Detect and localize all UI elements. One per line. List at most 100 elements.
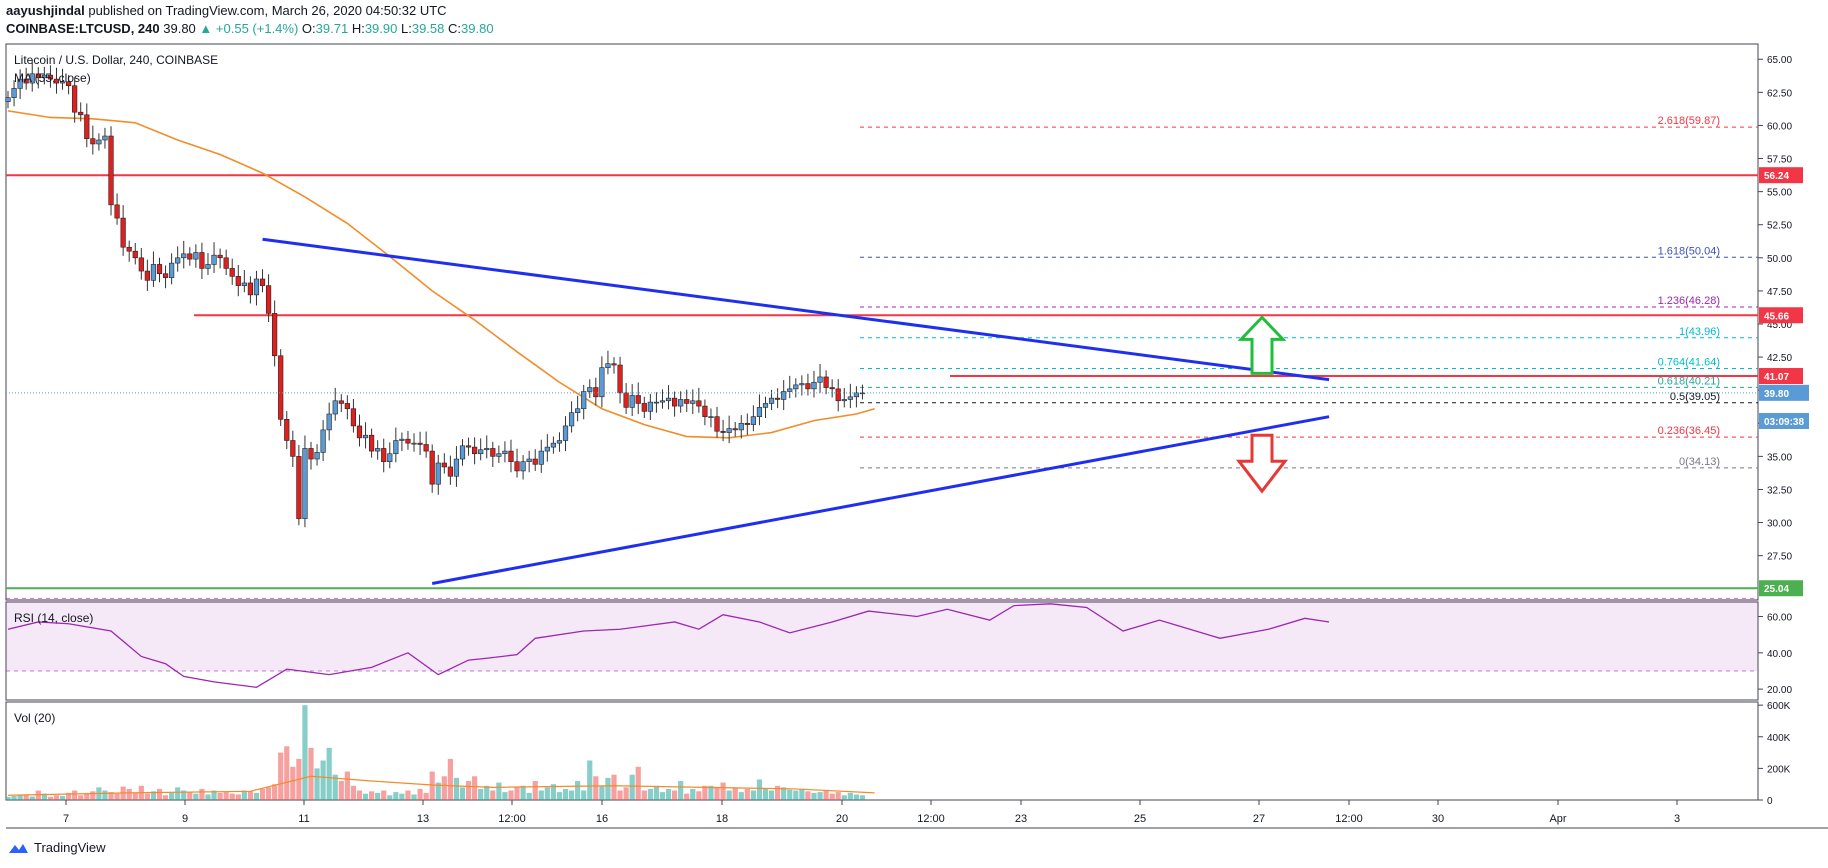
candle-body — [66, 81, 72, 87]
volume-bar — [659, 792, 666, 800]
symbol-line: COINBASE:LTCUSD, 240 39.80 ▲ +0.55 (+1.4… — [6, 21, 494, 36]
candle-body — [381, 448, 387, 462]
volume-bar — [320, 760, 326, 800]
volume-bar — [223, 792, 229, 800]
volume-bar — [29, 796, 35, 800]
ohlc-low: L:39.58 — [401, 21, 445, 36]
volume-bar — [732, 787, 738, 800]
fib-level-label: 0(34.13) — [1679, 456, 1720, 468]
volume-bar — [817, 792, 823, 800]
volume-bar — [90, 791, 96, 800]
volume-bar — [193, 793, 199, 800]
candle-body — [284, 419, 290, 441]
volume-bar — [362, 793, 369, 800]
rsi-line — [7, 603, 1330, 688]
x-tick-label: 25 — [1134, 813, 1146, 825]
candle-body — [247, 282, 254, 296]
candle-body — [556, 440, 563, 444]
volume-bar — [696, 791, 702, 800]
candle-body — [132, 250, 138, 259]
volume-bar — [787, 789, 793, 800]
fib-level-label: 1.236(46.28) — [1658, 295, 1720, 307]
volume-bar — [472, 776, 478, 800]
volume-bar — [66, 792, 72, 800]
volume-bar — [241, 790, 247, 800]
candle-body — [605, 363, 611, 368]
candle-body — [514, 461, 520, 472]
volume-bar — [387, 795, 393, 800]
symbol-label: COINBASE:LTCUSD, 240 — [6, 21, 160, 36]
volume-bar — [484, 785, 490, 800]
volume-bar — [835, 792, 841, 800]
tradingview-cloud-icon — [9, 843, 28, 853]
breakdown-down-arrow-icon — [1235, 433, 1289, 494]
candle-body — [623, 392, 629, 408]
candle-body — [823, 376, 829, 388]
volume-bar — [162, 795, 169, 800]
ohlc-high: H:39.90 — [351, 21, 398, 36]
candle-body — [720, 430, 726, 433]
volume-bar — [756, 779, 763, 800]
volume-bar — [290, 766, 296, 800]
volume-bar — [744, 788, 750, 800]
fib-level-label: 0.236(36.45) — [1658, 425, 1720, 437]
volume-bar — [199, 788, 205, 800]
volume-bar — [720, 782, 726, 800]
candle-body — [647, 401, 653, 412]
volume-bar — [635, 766, 641, 800]
author-name[interactable]: aayushjindal — [6, 3, 85, 18]
candle-body — [459, 445, 466, 460]
volume-bar — [853, 794, 859, 800]
volume-legend[interactable]: Vol (20) — [14, 711, 56, 725]
volume-bar — [102, 790, 108, 800]
ma-line — [7, 110, 875, 439]
candle-body — [841, 399, 847, 402]
volume-bar — [605, 777, 611, 800]
volume-bar — [344, 771, 350, 800]
volume-bar — [629, 774, 635, 800]
candle-body — [690, 400, 696, 404]
volume-bar — [187, 792, 193, 800]
tradingview-logo: TradingView — [6, 840, 106, 855]
volume-bar — [59, 796, 66, 800]
volume-bar — [41, 793, 47, 800]
candle-body — [399, 438, 405, 441]
volume-bar — [144, 793, 150, 800]
candle-body — [532, 458, 538, 465]
volume-bar — [514, 787, 520, 800]
rsi-tick-label: 40.00 — [1767, 649, 1792, 660]
candle-body — [453, 458, 460, 477]
candle-body — [314, 452, 320, 460]
level-tag — [1759, 307, 1803, 324]
volume-bar — [823, 790, 829, 800]
candle-body — [5, 97, 11, 102]
volume-bar — [841, 795, 847, 800]
x-tick-label: 11 — [298, 813, 309, 825]
volume-bar — [678, 781, 684, 800]
candle-body — [387, 453, 393, 462]
candle-body — [78, 111, 84, 116]
candle-body — [659, 400, 666, 403]
level-tag — [1759, 368, 1803, 385]
volume-bar — [156, 788, 163, 800]
candle-body — [738, 422, 744, 431]
candle-body — [96, 139, 102, 145]
candle-body — [296, 456, 302, 519]
volume-bar — [284, 746, 290, 800]
volume-bar — [684, 793, 690, 800]
volume-bar — [811, 792, 817, 800]
ma-legend[interactable]: MA (55, close) — [14, 71, 91, 85]
rsi-legend[interactable]: RSI (14, close) — [14, 611, 94, 625]
candle-body — [108, 135, 114, 206]
candle-body — [126, 246, 132, 252]
candle-body — [84, 114, 90, 139]
volume-bar — [544, 787, 550, 800]
volume-bar — [556, 792, 563, 800]
volume-bar — [369, 791, 375, 800]
volume-bar — [411, 794, 417, 800]
volume-bar — [750, 790, 756, 800]
fib-level-label: 0.618(40.21) — [1658, 375, 1720, 387]
volume-bar — [259, 788, 266, 800]
volume-bar — [762, 788, 769, 800]
